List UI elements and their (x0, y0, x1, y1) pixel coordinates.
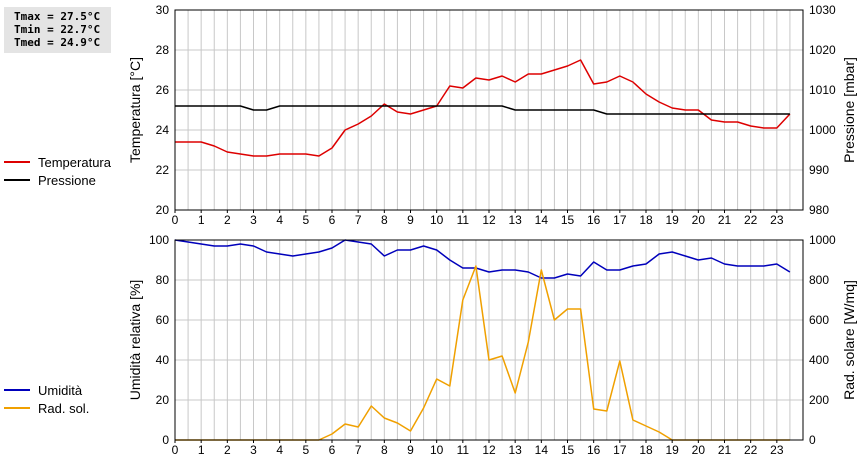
y-tick-label-left: 40 (156, 353, 170, 367)
x-tick-label: 11 (457, 443, 470, 457)
x-tick-label: 19 (665, 443, 679, 457)
y-tick-label-right: 400 (809, 353, 829, 367)
x-tick-label: 21 (718, 443, 732, 457)
x-tick-label: 23 (770, 443, 784, 457)
x-tick-label: 6 (329, 213, 336, 227)
series-line-temperature (175, 59, 791, 157)
y-tick-label-left: 30 (156, 3, 170, 17)
y-tick-label-right: 0 (809, 433, 816, 447)
y-tick-label-right: 990 (809, 163, 829, 177)
x-tick-label: 11 (457, 213, 470, 227)
x-tick-label: 15 (561, 443, 575, 457)
x-tick-label: 17 (613, 443, 627, 457)
y-tick-label-right: 1000 (809, 233, 836, 247)
x-tick-label: 20 (692, 443, 706, 457)
x-tick-label: 12 (482, 213, 496, 227)
stat-tmin: Tmin = 22.7°C (14, 23, 101, 36)
x-tick-label: 13 (508, 443, 522, 457)
y-tick-label-right: 1020 (809, 43, 836, 57)
x-tick-label: 21 (718, 213, 732, 227)
y-tick-label-right: 600 (809, 313, 829, 327)
y-tick-label-left: 22 (156, 163, 170, 177)
stat-tmax: Tmax = 27.5°C (14, 10, 101, 23)
legend-swatch-radiation (4, 407, 30, 409)
x-tick-label: 0 (172, 213, 179, 227)
x-tick-label: 20 (692, 213, 706, 227)
y-tick-label-left: 26 (156, 83, 170, 97)
y-axis-title-left: Temperatura [°C] (127, 57, 143, 163)
x-tick-label: 23 (770, 213, 784, 227)
x-tick-label: 4 (276, 443, 283, 457)
legend-item-humidity: Umidità (4, 381, 89, 399)
x-tick-label: 7 (355, 213, 362, 227)
y-tick-label-left: 20 (156, 203, 170, 217)
legend-label-pressure: Pressione (38, 172, 96, 188)
y-tick-label-left: 80 (156, 273, 170, 287)
y-tick-label-left: 24 (156, 123, 170, 137)
y-tick-label-right: 980 (809, 203, 829, 217)
x-tick-label: 2 (224, 443, 231, 457)
legend-swatch-pressure (4, 179, 30, 181)
series-line-humidity (174, 239, 791, 279)
x-tick-label: 3 (250, 443, 257, 457)
y-tick-label-right: 200 (809, 393, 829, 407)
x-tick-label: 6 (329, 443, 336, 457)
y-tick-label-left: 28 (156, 43, 170, 57)
legend-item-radiation: Rad. sol. (4, 399, 89, 417)
x-tick-label: 10 (430, 443, 444, 457)
x-tick-label: 14 (535, 213, 549, 227)
x-tick-label: 5 (302, 213, 309, 227)
y-axis-title-right: Rad. solare [W/mq] (841, 280, 857, 400)
legend-top: Temperatura Pressione (4, 153, 111, 189)
x-tick-label: 16 (587, 443, 601, 457)
legend-label-humidity: Umidità (38, 382, 83, 398)
x-tick-label: 13 (508, 213, 522, 227)
legend-swatch-temperature (4, 161, 30, 163)
x-tick-label: 18 (639, 213, 653, 227)
legend-swatch-humidity (4, 389, 30, 391)
x-tick-label: 22 (744, 213, 758, 227)
stat-tmed: Tmed = 24.9°C (14, 36, 101, 49)
y-tick-label-left: 20 (156, 393, 170, 407)
legend-item-temperature: Temperatura (4, 153, 111, 171)
x-tick-label: 10 (430, 213, 444, 227)
y-tick-label-left: 60 (156, 313, 170, 327)
x-tick-label: 9 (407, 443, 414, 457)
y-axis-title-left: Umidità relativa [%] (127, 280, 143, 401)
y-axis-title-right: Pressione [mbar] (841, 57, 857, 163)
y-tick-label-left: 100 (149, 233, 169, 247)
x-tick-label: 5 (302, 443, 309, 457)
stats-box: Tmax = 27.5°C Tmin = 22.7°C Tmed = 24.9°… (4, 7, 111, 53)
y-tick-label-right: 1010 (809, 83, 836, 97)
legend-bottom: Umidità Rad. sol. (4, 381, 89, 417)
legend-label-temperature: Temperatura (38, 154, 111, 170)
y-tick-label-right: 1000 (809, 123, 836, 137)
x-tick-label: 19 (665, 213, 679, 227)
x-tick-label: 4 (276, 213, 283, 227)
x-tick-label: 3 (250, 213, 257, 227)
x-tick-label: 8 (381, 213, 388, 227)
x-tick-label: 15 (561, 213, 575, 227)
x-tick-label: 0 (172, 443, 179, 457)
x-tick-label: 18 (639, 443, 653, 457)
x-tick-label: 12 (482, 443, 496, 457)
legend-item-pressure: Pressione (4, 171, 111, 189)
y-tick-label-left: 0 (162, 433, 169, 447)
legend-label-radiation: Rad. sol. (38, 400, 90, 416)
x-tick-label: 22 (744, 443, 758, 457)
x-tick-label: 17 (613, 213, 627, 227)
x-tick-label: 1 (198, 443, 205, 457)
series-line-radiation (175, 265, 790, 441)
x-tick-label: 9 (407, 213, 414, 227)
x-tick-label: 16 (587, 213, 601, 227)
x-tick-label: 8 (381, 443, 388, 457)
y-tick-label-right: 800 (809, 273, 829, 287)
x-tick-label: 14 (535, 443, 549, 457)
x-tick-label: 1 (198, 213, 205, 227)
x-tick-label: 2 (224, 213, 231, 227)
x-tick-label: 7 (355, 443, 362, 457)
series-line-pressure (175, 105, 790, 115)
y-tick-label-right: 1030 (809, 3, 836, 17)
